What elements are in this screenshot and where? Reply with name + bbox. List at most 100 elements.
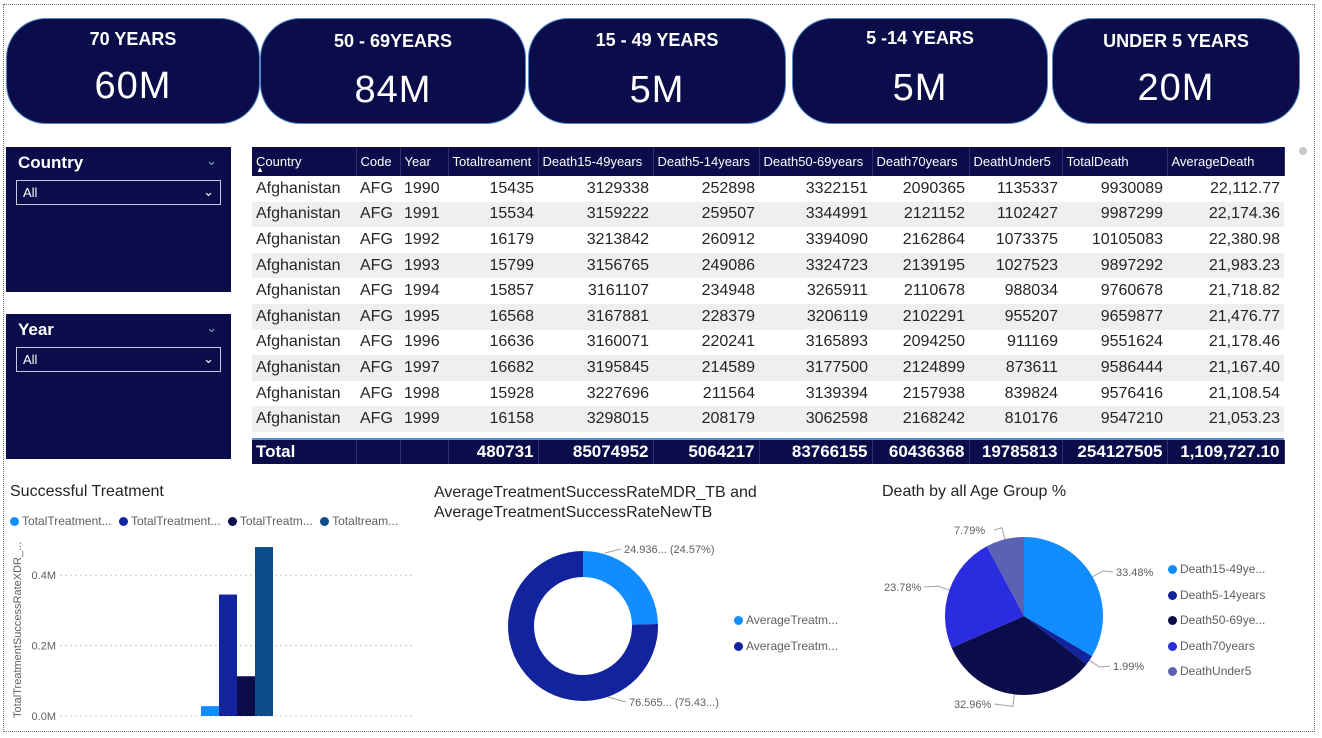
table-header-row: Country ▲ Code Year Totaltreament Death15… [252, 147, 1285, 176]
legend-dot-icon [1168, 667, 1177, 676]
pie-slice[interactable] [945, 546, 1024, 648]
table-row[interactable]: Afghanistan AFG 1999 16158 3298015 208179 3062… [252, 406, 1284, 432]
success-rate-donut-chart: 24.936... (24.57%) 76.565... (75.43...) [508, 544, 719, 709]
table-cell: 3344991 [759, 201, 872, 228]
pie-legend: Death15-49ye... Death5-14years Death50-6… [1168, 557, 1265, 685]
legend-item[interactable]: Totaltream... [320, 514, 398, 528]
table-cell: 15435 [489, 179, 535, 197]
column-header-death15-49[interactable]: Death15-49years [538, 147, 654, 176]
column-header-totaltreament[interactable]: Totaltreament [448, 147, 539, 176]
donut-slice[interactable] [583, 551, 658, 625]
table-cell: 2168242 [872, 406, 969, 432]
pie-slice[interactable] [1024, 616, 1093, 665]
table-row[interactable]: Afghanistan AFG 1996 16636 3160071 220241 3165… [252, 330, 1284, 356]
table-cell: 3177500 [759, 355, 872, 381]
table-cell: 249086 [653, 252, 759, 279]
table-cell: AFG [356, 303, 400, 330]
table-cell: 1027523 [969, 252, 1062, 279]
legend-item[interactable]: TotalTreatment... [118, 514, 221, 528]
kpi-50-69-years[interactable]: 50 - 69YEARS 84M [260, 18, 526, 124]
table-cell: 220241 [701, 333, 755, 351]
table-cell: Afghanistan [256, 179, 341, 197]
column-header-year[interactable]: Year [400, 147, 449, 176]
bar[interactable] [255, 547, 273, 716]
legend-item[interactable]: Death50-69ye... [1168, 608, 1265, 634]
table-row[interactable]: Afghanistan AFG 1997 16682 3195845 214589 3177… [252, 355, 1284, 381]
kpi-value: 60M [94, 65, 172, 107]
column-header-code[interactable]: Code [356, 147, 401, 176]
y-tick-label: 0.0M [32, 711, 56, 723]
table-cell: 22,112.77 [1210, 179, 1280, 197]
total-label: Total [252, 440, 357, 464]
pie-slice[interactable] [986, 537, 1024, 616]
table-row[interactable]: Afghanistan AFG 1992 16179 3213842 260912 3394… [252, 227, 1284, 253]
year-dropdown[interactable]: All ⌄ [16, 347, 221, 372]
donut-slice[interactable] [508, 551, 658, 701]
pie-slice[interactable] [951, 616, 1087, 695]
kpi-15-49-years[interactable]: 15 - 49 YEARS 5M [528, 18, 786, 124]
table-cell: 1992 [404, 230, 440, 248]
legend-item[interactable]: Death5-14years [1168, 583, 1265, 609]
kpi-label: 50 - 69YEARS [333, 31, 453, 51]
data-label: 23.78% [884, 582, 922, 594]
bar[interactable] [237, 676, 255, 716]
table-cell: 3159222 [538, 201, 653, 228]
slicer-title: Year [18, 320, 54, 339]
table-cell: 21,178.46 [1208, 333, 1280, 351]
column-header-averagedeath[interactable]: AverageDeath [1167, 147, 1285, 176]
kpi-under-5-years[interactable]: UNDER 5 YEARS 20M [1052, 18, 1300, 124]
column-header-deathunder5[interactable]: DeathUnder5 [969, 147, 1063, 176]
table-row[interactable]: Afghanistan AFG 1994 15857 3161107 234948 3265… [252, 278, 1284, 304]
column-header-country[interactable]: Country ▲ [252, 147, 357, 176]
table-cell: 3265911 [806, 282, 868, 300]
column-header-totaldeath[interactable]: TotalDeath [1062, 147, 1168, 176]
country-dropdown[interactable]: All ⌄ [16, 180, 221, 205]
data-label: 33.48% [1116, 567, 1154, 579]
table-cell: 9551624 [1100, 333, 1163, 351]
legend-item[interactable]: Death15-49ye... [1168, 557, 1265, 583]
table-row[interactable]: Afghanistan AFG 1998 15928 3227696 211564 3139… [252, 381, 1284, 407]
column-header-death70[interactable]: Death70years [872, 147, 970, 176]
scrollbar-thumb[interactable] [1299, 147, 1307, 155]
table-cell: 15857 [489, 282, 535, 300]
legend-item[interactable]: DeathUnder5 [1168, 659, 1265, 685]
legend-dot-icon [1168, 565, 1177, 574]
legend-item[interactable]: TotalTreatm... [227, 514, 313, 528]
table-cell: 2139195 [872, 252, 969, 279]
chevron-down-icon[interactable]: ⌄ [206, 320, 217, 335]
table-cell: 2121152 [872, 201, 969, 228]
leader-line [604, 548, 622, 554]
table-cell: 2102291 [872, 303, 969, 330]
table-cell: Afghanistan [256, 333, 341, 351]
column-header-death5-14[interactable]: Death5-14years [653, 147, 760, 176]
kpi-value: 20M [1137, 67, 1215, 109]
table-cell: 21,108.54 [1208, 384, 1280, 402]
table-cell: 9547210 [1062, 406, 1167, 432]
pie-slice[interactable] [1024, 537, 1103, 657]
table-cell: 2110678 [903, 282, 965, 300]
country-slicer: Country ⌄ All ⌄ [6, 147, 231, 292]
chevron-down-icon[interactable]: ⌄ [206, 153, 217, 168]
table-cell: 15928 [489, 384, 535, 402]
kpi-5-14-years[interactable]: 5 -14 YEARS 5M [792, 18, 1048, 124]
dashboard-frame [3, 4, 1315, 732]
column-header-death50-69[interactable]: Death50-69years [759, 147, 873, 176]
table-cell: 16179 [489, 230, 535, 248]
kpi-70-years[interactable]: 70 YEARS 60M [6, 18, 260, 124]
legend-item[interactable]: AverageTreatm... [734, 607, 838, 633]
bar[interactable] [219, 594, 237, 716]
table-row[interactable]: Afghanistan AFG 1990 15435 3129338 252898 3322… [252, 176, 1284, 202]
table-row[interactable]: Afghanistan AFG 1995 16568 3167881 228379 3206… [252, 303, 1284, 330]
data-label: 1.99% [1113, 661, 1144, 673]
table-row[interactable]: Afghanistan AFG 1991 15534 3159222 259507 3344… [252, 201, 1284, 228]
legend-item[interactable]: TotalTreatment... [10, 514, 112, 528]
legend-item[interactable]: Death70years [1168, 634, 1265, 660]
sort-ascending-icon: ▲ [256, 165, 264, 174]
table-cell: 3227696 [586, 384, 649, 402]
legend-item[interactable]: AverageTreatm... [734, 633, 838, 659]
table-cell: 10105083 [1091, 230, 1163, 248]
bar[interactable] [201, 706, 219, 716]
table-row[interactable]: Afghanistan AFG 1993 15799 3156765 249086 3324… [252, 252, 1284, 279]
total-row-table: Total 480731 85074952 5064217 83766155 604363… [252, 440, 1285, 464]
table-cell: Afghanistan [252, 252, 356, 279]
